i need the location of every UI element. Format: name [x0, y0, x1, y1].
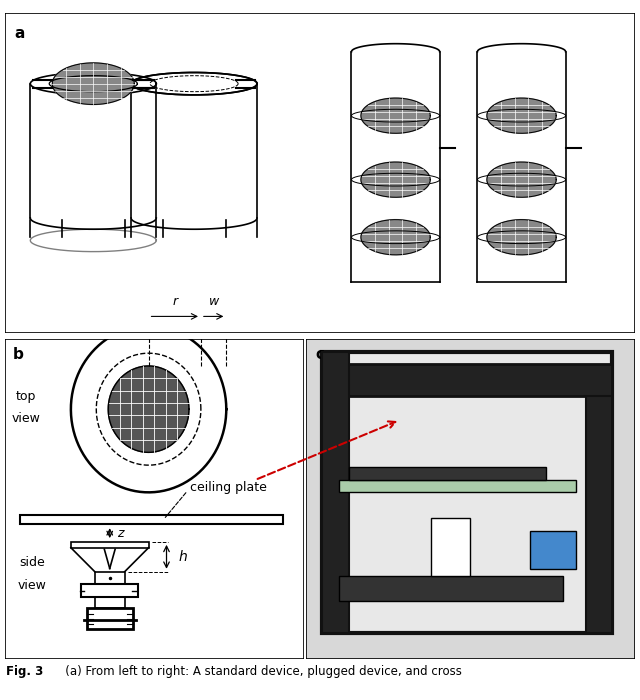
Polygon shape	[108, 366, 189, 452]
Bar	[339, 575, 563, 601]
Bar	[586, 396, 612, 633]
Bar	[431, 518, 470, 575]
Bar	[86, 608, 133, 629]
Bar	[349, 467, 546, 480]
Text: w: w	[209, 295, 219, 309]
Text: (a) From left to right: A standard device, plugged device, and cross: (a) From left to right: A standard devic…	[54, 664, 462, 678]
Text: h: h	[179, 550, 188, 564]
Text: r: r	[172, 295, 177, 309]
Polygon shape	[487, 98, 556, 133]
Polygon shape	[52, 63, 134, 104]
Text: Fig. 3: Fig. 3	[6, 664, 44, 678]
Polygon shape	[487, 162, 556, 197]
Bar	[71, 542, 148, 547]
Text: a: a	[15, 26, 25, 41]
Text: z: z	[117, 526, 124, 540]
Polygon shape	[361, 220, 430, 255]
Bar	[81, 584, 138, 597]
Bar	[323, 351, 612, 633]
Text: top: top	[16, 390, 36, 403]
Bar	[323, 365, 612, 396]
Text: c: c	[316, 346, 324, 362]
Text: view: view	[17, 579, 47, 592]
Text: ceiling plate: ceiling plate	[165, 481, 268, 517]
Bar	[323, 351, 349, 633]
Polygon shape	[487, 220, 556, 255]
Bar	[530, 531, 575, 569]
Bar	[339, 480, 575, 492]
Text: b: b	[13, 346, 24, 362]
Bar	[95, 572, 125, 608]
Text: side: side	[19, 556, 45, 569]
Polygon shape	[361, 98, 430, 133]
Text: view: view	[12, 412, 40, 426]
Bar	[20, 514, 283, 524]
Polygon shape	[361, 162, 430, 197]
